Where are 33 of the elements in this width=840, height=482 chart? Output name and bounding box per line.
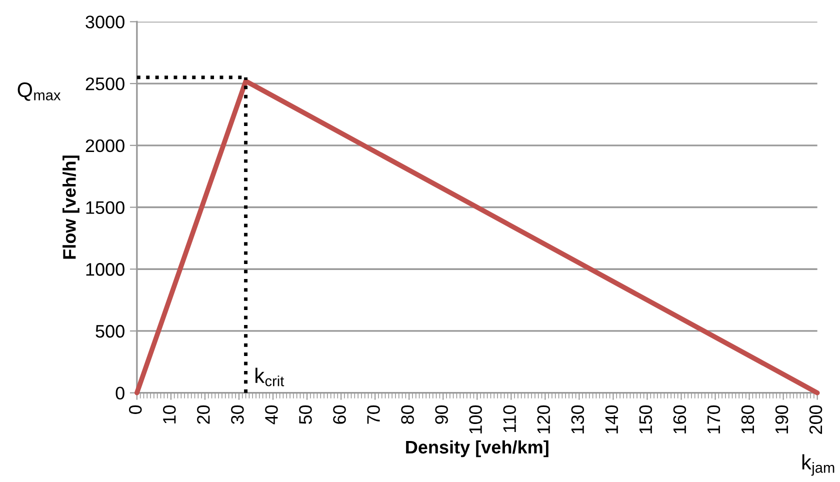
y-tick-label: 500 — [96, 324, 124, 338]
text: Q$_{max}$ — [18, 82, 61, 101]
y-tick-label: 2500 — [86, 77, 124, 90]
x-tick-label: 40 — [265, 405, 278, 424]
x-tick-label: 150 — [639, 405, 652, 434]
y-tick-label: 0 — [116, 386, 124, 400]
x-tick-label: 70 — [367, 405, 380, 424]
y-tick-label: 2000 — [86, 139, 124, 152]
text: k$_{jam}$ — [802, 454, 834, 476]
x-tick-label: 130 — [571, 405, 584, 434]
x-tick-label: 0 — [128, 405, 142, 414]
x-tick-label: 160 — [673, 405, 686, 434]
x-tick-label: 100 — [469, 405, 482, 434]
y-tick-label: 3000 — [86, 16, 124, 28]
y-axis-title: Flow [veh/h] — [62, 156, 80, 259]
x-tick-label: 120 — [537, 405, 550, 434]
y-tick-label: 1500 — [86, 201, 124, 214]
x-tick-label: 80 — [401, 405, 414, 424]
x-tick-label: 10 — [163, 405, 176, 424]
x-tick-label: 110 — [503, 405, 516, 432]
x-tick-label: 20 — [197, 405, 210, 424]
y-tick-label: 1000 — [86, 263, 124, 276]
x-tick-label: 140 — [605, 405, 618, 434]
x-tick-label: 180 — [741, 405, 754, 434]
x-tick-label: 60 — [333, 405, 346, 424]
x-tick-label: 50 — [299, 405, 312, 424]
x-tick-label: 90 — [435, 405, 448, 424]
x-tick-label: 170 — [707, 405, 720, 434]
x-tick-label: 200 — [809, 405, 822, 434]
x-tick-label: 30 — [231, 405, 244, 424]
annotation: k$_{crit}$ — [256, 368, 284, 386]
x-tick-label: 190 — [775, 405, 788, 434]
x-axis-title: Density [veh/km] — [406, 440, 548, 458]
